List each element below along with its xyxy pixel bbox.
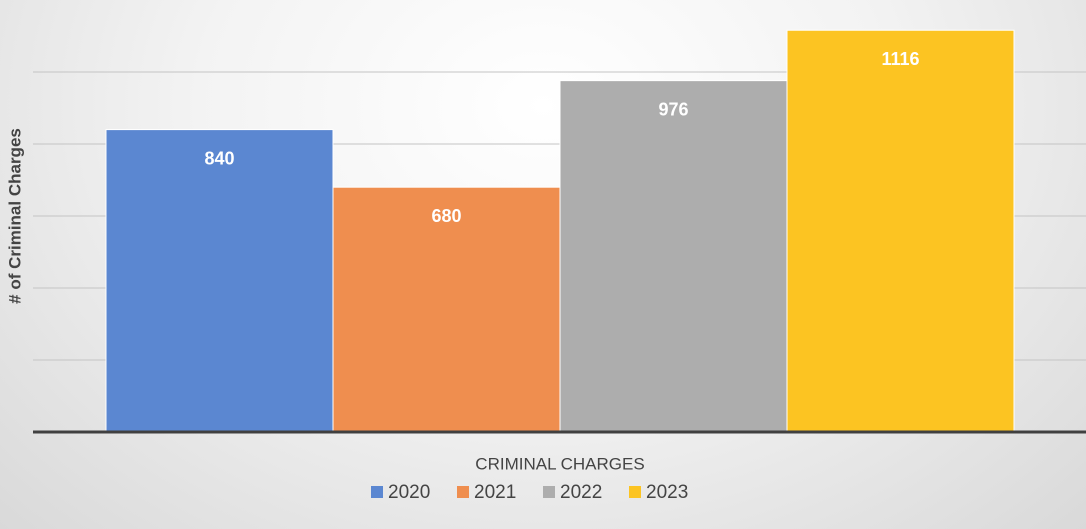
data-label: 1116 bbox=[881, 49, 919, 69]
data-label: 680 bbox=[431, 206, 461, 226]
data-label: 976 bbox=[658, 99, 688, 119]
legend-label: 2020 bbox=[388, 482, 430, 503]
y-axis-title: # of Criminal Charges bbox=[5, 128, 24, 304]
bar bbox=[559, 80, 788, 433]
legend-label: 2023 bbox=[646, 482, 688, 503]
legend-label: 2021 bbox=[474, 482, 516, 503]
legend-label: 2022 bbox=[560, 482, 602, 503]
legend-swatch bbox=[543, 486, 555, 498]
bar bbox=[332, 186, 561, 433]
legend-swatch bbox=[629, 486, 641, 498]
x-tick-label: CRIMINAL CHARGES bbox=[475, 454, 644, 473]
legend-swatch bbox=[371, 486, 383, 498]
bar bbox=[105, 129, 334, 433]
data-label: 840 bbox=[204, 148, 234, 168]
legend-swatch bbox=[457, 486, 469, 498]
bar bbox=[786, 29, 1015, 433]
